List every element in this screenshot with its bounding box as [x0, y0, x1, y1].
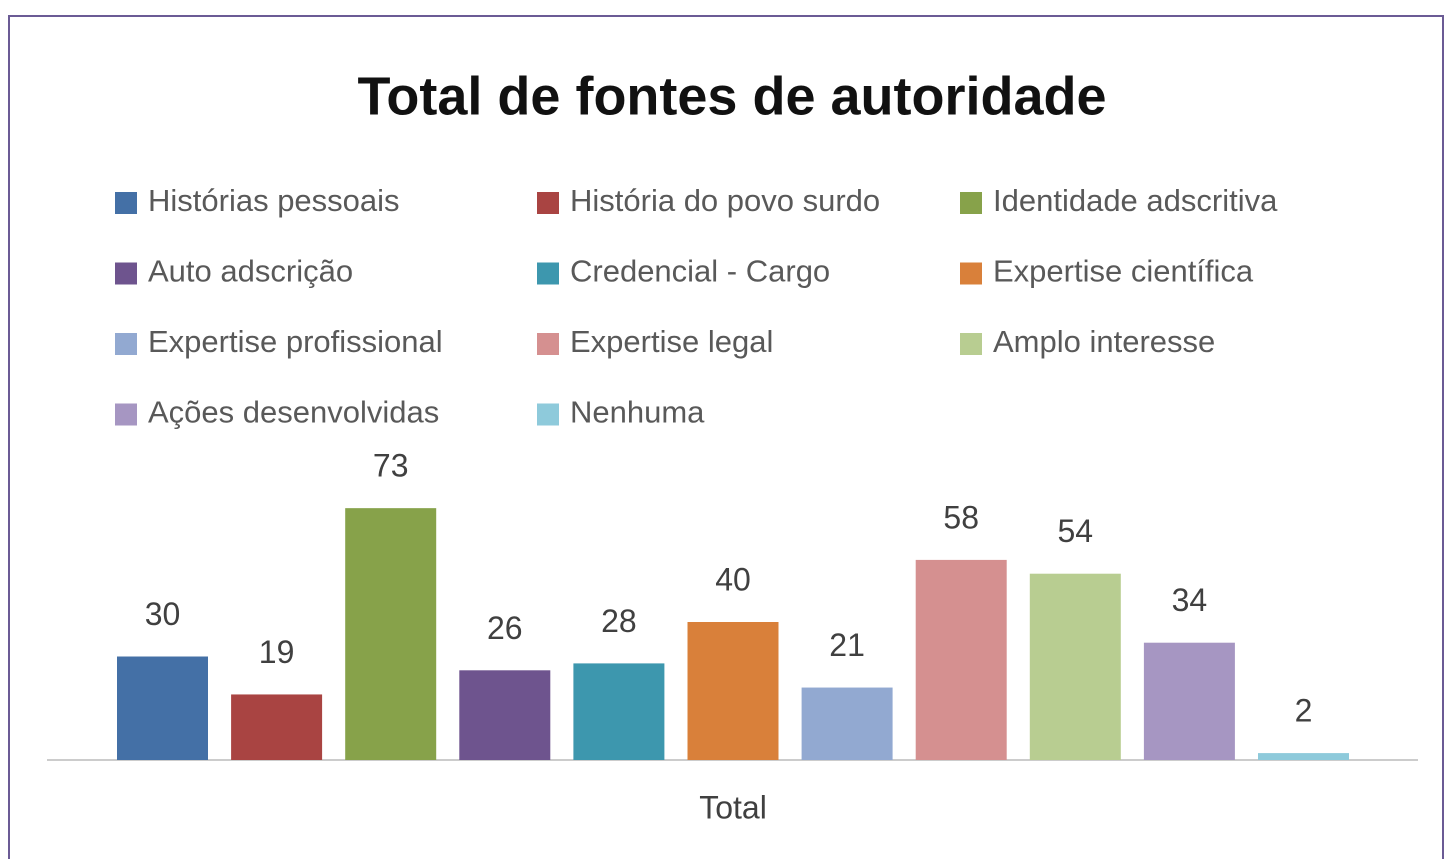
data-label: 2	[1295, 693, 1313, 729]
data-label: 28	[601, 603, 637, 639]
legend-swatch	[537, 262, 559, 285]
legend-swatch	[537, 192, 559, 214]
legend-swatch	[115, 403, 137, 426]
data-label: 58	[943, 499, 979, 535]
data-label: 34	[1172, 582, 1208, 618]
data-label: 30	[145, 596, 181, 632]
legend-swatch	[115, 192, 137, 214]
legend-label: Expertise científica	[993, 254, 1254, 289]
data-label: 54	[1058, 513, 1094, 549]
legend-swatch	[960, 262, 982, 285]
bar	[801, 687, 893, 760]
bar	[1258, 753, 1349, 760]
legend-label: Expertise legal	[570, 324, 773, 359]
data-label: 40	[715, 561, 751, 597]
legend-label: Identidade adscritiva	[993, 183, 1278, 218]
legend-label: Credencial - Cargo	[570, 254, 830, 289]
bar	[687, 622, 779, 760]
legend-swatch	[115, 262, 137, 285]
legend-label: Auto adscrição	[148, 254, 353, 289]
data-label: 73	[373, 448, 409, 484]
legend-swatch	[115, 333, 137, 355]
bar	[573, 663, 665, 760]
bar	[117, 656, 208, 760]
data-label: 26	[487, 610, 523, 646]
legend-label: História do povo surdo	[570, 183, 880, 218]
bar	[459, 670, 551, 760]
bar	[231, 694, 323, 760]
legend-label: Ações desenvolvidas	[148, 395, 439, 430]
legend-swatch	[960, 333, 982, 355]
x-tick-label: Total	[699, 789, 767, 825]
legend-swatch	[537, 333, 559, 355]
legend-label: Amplo interesse	[993, 324, 1215, 359]
legend-label: Histórias pessoais	[148, 183, 400, 218]
chart-title: Total de fontes de autoridade	[357, 66, 1106, 126]
legend-label: Expertise profissional	[148, 324, 443, 359]
bar	[1143, 642, 1235, 760]
bar	[915, 559, 1007, 760]
legend-swatch	[537, 403, 559, 426]
data-label: 21	[829, 627, 865, 663]
legend-swatch	[960, 192, 982, 214]
data-label: 19	[259, 634, 295, 670]
legend-label: Nenhuma	[570, 395, 705, 430]
bar	[1029, 573, 1121, 760]
bar	[345, 508, 437, 760]
